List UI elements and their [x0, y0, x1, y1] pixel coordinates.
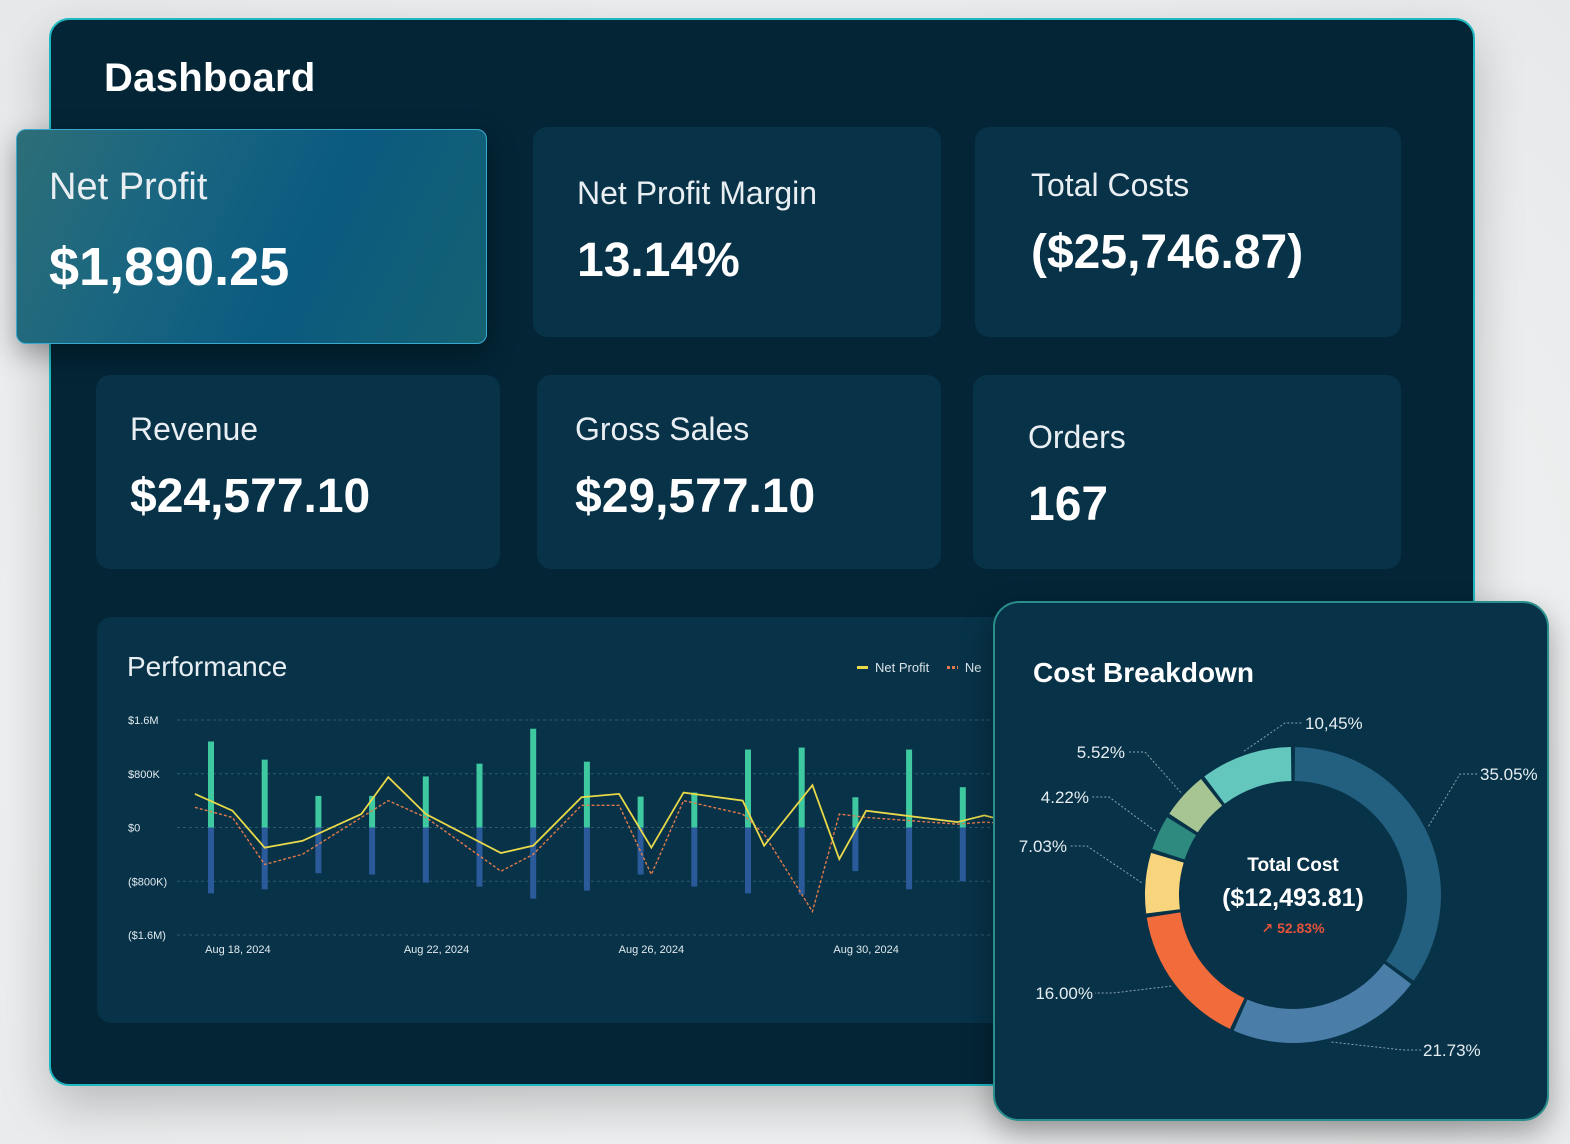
revenue-bar[interactable]	[798, 747, 805, 828]
slice-leader-line	[1069, 845, 1142, 884]
donut-slice[interactable]	[1169, 779, 1223, 833]
revenue-bar[interactable]	[852, 797, 859, 828]
net-profit-margin-value: 13.14%	[577, 234, 740, 287]
donut-slice[interactable]	[1233, 963, 1412, 1043]
y-tick-label: $800K	[128, 769, 160, 781]
slice-label: 21.73%	[1423, 1041, 1481, 1060]
net-profit-label: Net Profit	[49, 166, 208, 208]
legend-label-ne: Ne	[964, 660, 982, 675]
slice-label: 4.22%	[1041, 788, 1089, 807]
net-profit-value: $1,890.25	[49, 237, 290, 297]
legend-swatch-net-profit	[857, 666, 868, 669]
performance-chart: $1.6M $800K $0 ($800K) ($1.6M) Aug 18, 2024 Au…	[128, 715, 1097, 956]
donut-slice[interactable]	[1204, 747, 1292, 804]
revenue-bar[interactable]	[691, 792, 698, 828]
total-costs-card[interactable]: Total Costs ($25,746.87)	[975, 127, 1401, 337]
revenue-label: Revenue	[130, 411, 259, 447]
cost-bar[interactable]	[745, 827, 751, 894]
net-profit-margin-label: Net Profit Margin	[577, 175, 818, 211]
slice-leader-line	[1428, 773, 1478, 827]
cost-breakdown-panel: Cost Breakdown 35.05% 21.73% 16.00% 7.03% 4.…	[993, 601, 1549, 1121]
x-tick-label: Aug 26, 2024	[619, 944, 684, 956]
performance-panel: Performance Net Profit Ne $1.6M $800K $0 ($…	[97, 617, 1097, 1023]
cost-bar[interactable]	[583, 827, 590, 891]
slice-label: 35.05%	[1480, 765, 1538, 784]
slice-label: 5.52%	[1077, 743, 1125, 762]
gross-sales-card[interactable]: Gross Sales $29,577.10	[537, 375, 941, 569]
cost-donut-chart: 35.05% 21.73% 16.00% 7.03% 4.22% 5.52% 10,45%	[1019, 714, 1538, 1060]
revenue-bar[interactable]	[208, 741, 214, 828]
orders-card[interactable]: Orders 167	[973, 375, 1401, 569]
performance-title: Performance	[127, 651, 288, 682]
cost-bar[interactable]	[959, 827, 966, 882]
revenue-bar[interactable]	[745, 749, 751, 828]
cost-bar[interactable]	[422, 827, 429, 883]
legend-item-net-profit[interactable]: Net Profit	[857, 660, 929, 675]
slice-leader-line	[1091, 796, 1156, 832]
slice-leader-line	[1243, 722, 1303, 752]
legend-item-ne[interactable]: Ne	[946, 660, 982, 675]
orders-value: 167	[1028, 478, 1109, 531]
x-tick-label: Aug 22, 2024	[404, 944, 469, 956]
revenue-card[interactable]: Revenue $24,577.10	[96, 375, 500, 569]
cost-bar[interactable]	[369, 827, 376, 875]
total-cost-value: ($12,493.81)	[1222, 884, 1364, 912]
slice-leader-line	[1331, 1041, 1421, 1051]
revenue-bar[interactable]	[369, 795, 376, 828]
legend-label-net-profit: Net Profit	[875, 660, 930, 675]
donut-slice[interactable]	[1152, 817, 1197, 860]
total-cost-label: Total Cost	[1247, 855, 1339, 876]
orders-label: Orders	[1028, 419, 1126, 455]
y-tick-label: $0	[128, 823, 140, 835]
cost-bar[interactable]	[852, 827, 859, 872]
x-tick-label: Aug 30, 2024	[833, 944, 898, 956]
cost-bar[interactable]	[798, 827, 805, 895]
net-profit-margin-card[interactable]: Net Profit Margin 13.14%	[533, 127, 941, 337]
y-tick-label: ($1.6M)	[128, 930, 166, 942]
page-title: Dashboard	[104, 56, 316, 100]
total-cost-change: ↗ 52.83%	[1243, 920, 1343, 937]
gross-sales-value: $29,577.10	[575, 470, 816, 523]
cost-bar[interactable]	[261, 827, 268, 890]
revenue-bar[interactable]	[261, 759, 268, 828]
cost-bar[interactable]	[637, 827, 644, 875]
performance-legend: Net Profit Ne	[857, 657, 995, 675]
revenue-bar[interactable]	[906, 749, 913, 828]
net-profit-line[interactable]	[194, 775, 1006, 862]
total-costs-value: ($25,746.87)	[1031, 226, 1304, 279]
donut-slice[interactable]	[1145, 852, 1184, 914]
slice-label: 7.03%	[1019, 837, 1067, 856]
revenue-bar[interactable]	[422, 776, 429, 828]
slice-label: 16.00%	[1035, 984, 1093, 1003]
revenue-bar[interactable]	[476, 763, 483, 828]
net-profit-card[interactable]: Net Profit $1,890.25	[16, 129, 487, 344]
cost-breakdown-title: Cost Breakdown	[1033, 657, 1254, 688]
ne-line[interactable]	[194, 799, 1006, 914]
legend-swatch-ne	[946, 666, 958, 669]
cost-bar[interactable]	[691, 827, 698, 887]
revenue-value: $24,577.10	[130, 470, 371, 523]
revenue-bar[interactable]	[583, 761, 590, 828]
total-costs-label: Total Costs	[1031, 167, 1190, 203]
y-tick-label: ($800K)	[128, 876, 167, 888]
x-tick-label: Aug 18, 2024	[205, 944, 270, 956]
revenue-bar[interactable]	[959, 787, 966, 828]
total-cost-change-value: 52.83%	[1277, 920, 1325, 936]
cost-bar[interactable]	[315, 827, 322, 874]
y-tick-label: $1.6M	[128, 715, 159, 727]
arrow-up-right-icon: ↗	[1261, 920, 1274, 936]
cost-bar[interactable]	[476, 827, 483, 887]
slice-label: 10,45%	[1305, 714, 1363, 733]
cost-bar[interactable]	[208, 827, 214, 894]
revenue-bar[interactable]	[315, 795, 322, 828]
cost-bar[interactable]	[906, 827, 913, 890]
revenue-bar[interactable]	[530, 728, 537, 828]
donut-slice[interactable]	[1146, 912, 1245, 1029]
revenue-bar[interactable]	[637, 796, 644, 828]
donut-slice[interactable]	[1294, 747, 1441, 981]
slice-leader-line	[1095, 985, 1172, 994]
cost-bar[interactable]	[530, 827, 537, 899]
slice-leader-line	[1127, 751, 1182, 793]
gross-sales-label: Gross Sales	[575, 411, 750, 447]
